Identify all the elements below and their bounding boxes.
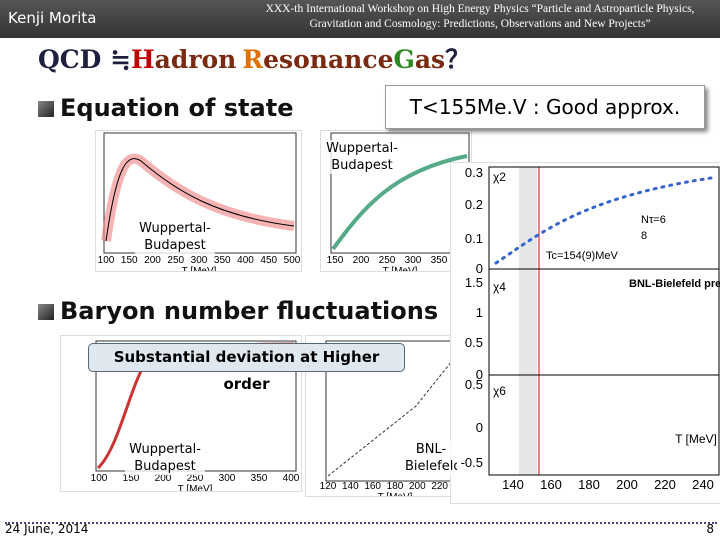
- x-axis-label: T [MeV]: [675, 432, 717, 446]
- x-tick-label: 200: [616, 477, 638, 492]
- y-tick-label: 0.1: [465, 231, 483, 246]
- figure-label: BNL-Bielefeld: [405, 441, 457, 475]
- y-tick-label: 1: [476, 305, 483, 320]
- x-axis-label: T [MeV]: [383, 266, 418, 271]
- y-tick-label: 0: [476, 367, 483, 382]
- page-number: 8: [706, 522, 714, 536]
- figure-label: Wuppertal-Budapest: [125, 441, 205, 475]
- x-axis-label: T [MeV]: [178, 484, 213, 491]
- panel-label: χ6: [493, 384, 506, 398]
- title-part: H: [131, 45, 155, 74]
- callout: T<155Me.V : Good approx.: [385, 85, 705, 129]
- title-part: adron: [154, 45, 237, 74]
- y-tick-label: 0: [476, 261, 483, 276]
- figure-label: Wuppertal-Budapest: [135, 220, 215, 254]
- x-tick-label: 180: [387, 481, 404, 492]
- x-tick-label: 200: [353, 255, 370, 266]
- footer-date: 24 June, 2014: [5, 522, 89, 536]
- x-tick-label: 300: [219, 473, 236, 484]
- x-tick-label: 350: [431, 255, 448, 266]
- x-tick-label: 300: [191, 255, 208, 266]
- x-tick-label: 140: [502, 477, 524, 492]
- x-tick-label: 150: [123, 473, 140, 484]
- y-tick-label: 0.5: [465, 335, 483, 350]
- x-tick-label: 250: [379, 255, 396, 266]
- x-tick-label: 400: [283, 473, 300, 484]
- x-tick-label: 160: [364, 481, 381, 492]
- panel-label: χ4: [493, 280, 506, 294]
- x-tick-label: 250: [167, 255, 184, 266]
- y-tick-label: -0.5: [461, 455, 483, 470]
- x-tick-label: 200: [409, 481, 426, 492]
- header-bar: Kenji Morita XXX-th International Worksh…: [0, 0, 720, 38]
- figure-label: Wuppertal-Budapest: [322, 140, 402, 174]
- y-tick-label: 1.5: [465, 275, 483, 290]
- legend-text: 8: [641, 230, 647, 242]
- x-tick-label: 400: [237, 255, 254, 266]
- x-tick-label: 200: [144, 255, 161, 266]
- x-tick-label: 300: [405, 255, 422, 266]
- callout: Substantial deviation at Higher order: [88, 343, 405, 393]
- x-tick-label: 180: [578, 477, 600, 492]
- title-part: esonance: [263, 45, 394, 74]
- x-tick-label: 100: [98, 255, 115, 266]
- y-tick-label: 0.5: [465, 377, 483, 392]
- title-part: ≒: [110, 45, 132, 74]
- x-tick-label: 250: [187, 473, 204, 484]
- x-axis-label: T [MeV]: [378, 492, 413, 496]
- bullet-text: Equation of state: [60, 94, 294, 122]
- x-tick-label: 220: [654, 477, 676, 492]
- x-tick-label: 220: [431, 481, 448, 492]
- y-tick-label: 0.2: [465, 197, 483, 212]
- x-tick-label: 350: [251, 473, 268, 484]
- x-axis-label: T [MeV]: [182, 266, 217, 271]
- x-tick-label: 100: [91, 473, 108, 484]
- x-tick-label: 150: [327, 255, 344, 266]
- title-part: as: [414, 45, 446, 74]
- slide-title: QCD ≒Hadron ResonanceGas？: [38, 40, 470, 76]
- figure: 140 160 180 200 220 240 T [MeV] 0.3 0.2 0.1 0 1.5 1 0…: [450, 162, 720, 504]
- x-tick-label: 140: [342, 481, 359, 492]
- x-tick-label: 120: [320, 481, 337, 492]
- footer-rule: [5, 522, 717, 524]
- bullet: Equation of state: [38, 94, 293, 122]
- title-part: QCD: [38, 45, 102, 74]
- legend-text: BNL-Bielefeld preliminary: [629, 278, 720, 290]
- y-tick-label: 0: [476, 420, 483, 435]
- legend-text: Nτ=6: [641, 214, 666, 226]
- x-tick-label: 500: [284, 255, 301, 266]
- x-tick-label: 350: [214, 255, 231, 266]
- author: Kenji Morita: [8, 9, 97, 27]
- bullet-text: Baryon number fluctuations: [60, 297, 439, 325]
- panel-label: χ2: [493, 170, 506, 184]
- x-tick-label: 240: [692, 477, 714, 492]
- x-tick-label: 160: [540, 477, 562, 492]
- bullet: Baryon number fluctuations: [38, 297, 439, 325]
- x-tick-label: 450: [260, 255, 277, 266]
- y-tick-label: 0.3: [465, 165, 483, 180]
- x-tick-label: 150: [121, 255, 138, 266]
- title-part: R: [242, 45, 264, 74]
- legend-text: Tc=154(9)MeV: [546, 250, 619, 262]
- x-tick-label: 200: [155, 473, 172, 484]
- title-part: ？: [445, 45, 471, 74]
- title-part: G: [393, 45, 415, 74]
- workshop: XXX-th International Workshop on High En…: [265, 3, 695, 30]
